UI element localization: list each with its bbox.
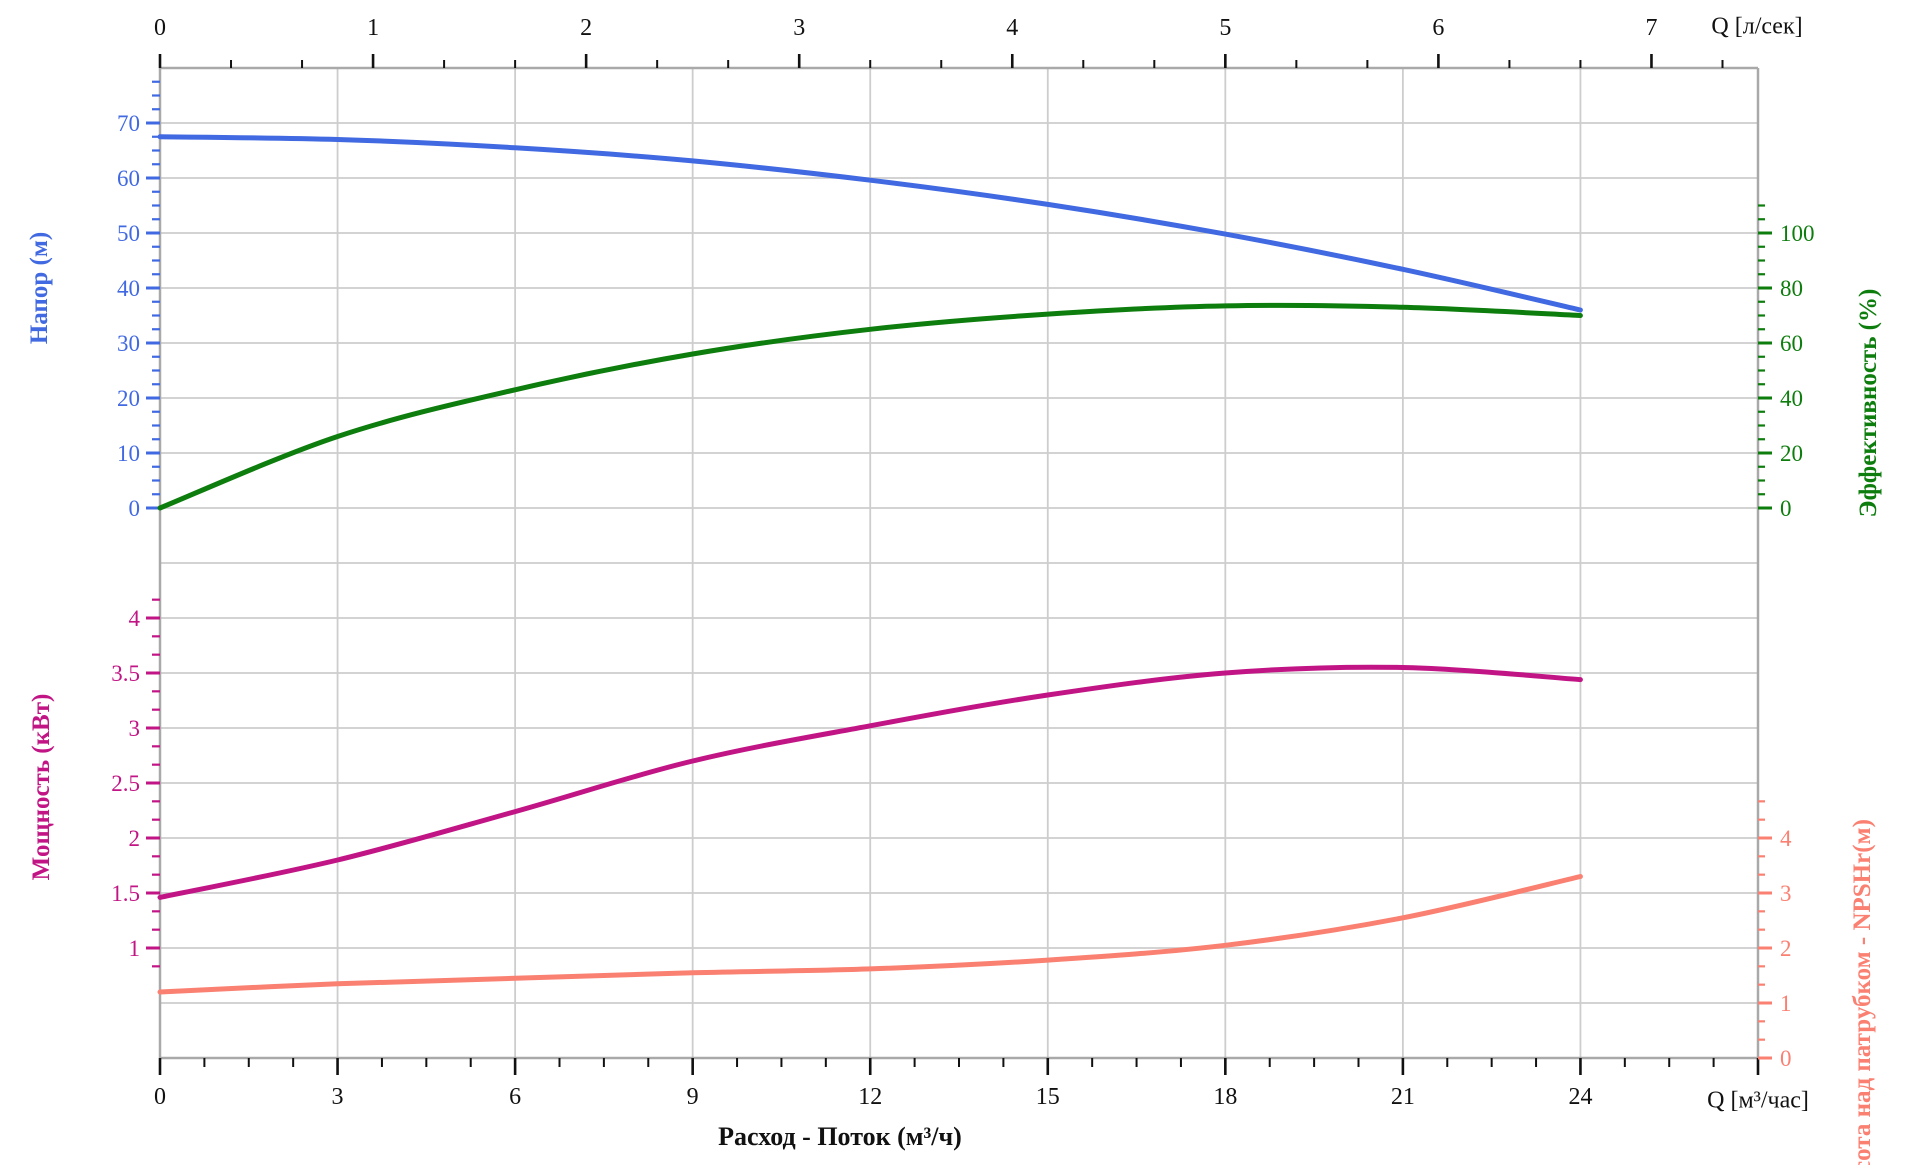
grid [160,68,1758,1058]
top-axis-tick-label: 6 [1432,15,1444,41]
power-axis-title: Мощность (кВт) [28,693,55,881]
efficiency-curve [157,302,1583,511]
power-axis-tick-label: 3 [129,716,141,741]
head-curve [157,134,1583,313]
npshr-axis-tick-label: 3 [1780,881,1792,906]
top-axis: 0 1 2 3 4 5 6 7 [154,15,1724,68]
bottom-axis-unit-label: Q [м³/час] [1707,1087,1809,1114]
power-axis-tick-label: 2.5 [111,771,140,796]
power-axis-tick-label: 1 [129,936,141,961]
power-axis-tick-label: 3.5 [111,661,140,686]
efficiency-axis-tick-label: 100 [1780,221,1815,246]
efficiency-axis-title: Эффективность (%) [1855,288,1882,518]
bottom-axis-tick-label: 18 [1213,1084,1237,1110]
top-axis-tick-label: 2 [580,15,592,41]
bottom-axis-tick-label: 15 [1036,1084,1060,1110]
efficiency-axis-tick-label: 60 [1780,331,1803,356]
head-axis: 0 10 20 30 40 50 60 70 [117,80,160,521]
efficiency-axis-tick-label: 0 [1780,496,1792,521]
bottom-axis: 0 3 6 9 12 15 18 21 24 [154,1058,1760,1110]
npshr-axis-title: сота над патрубком - NPSHr(м) [1849,819,1876,1165]
top-axis-tick-label: 5 [1219,15,1231,41]
bottom-axis-tick-label: 21 [1391,1084,1415,1110]
bottom-axis-tick-label: 0 [154,1084,166,1110]
bottom-axis-tick-label: 3 [332,1084,344,1110]
head-axis-title: Напор (м) [26,231,53,345]
head-axis-tick-label: 50 [117,221,140,246]
top-axis-tick-label: 3 [793,15,805,41]
power-axis-tick-label: 1.5 [111,881,140,906]
power-curve [157,664,1583,900]
efficiency-axis-tick-label: 20 [1780,441,1803,466]
head-axis-tick-label: 70 [117,111,140,136]
top-axis-tick-label: 4 [1006,15,1018,41]
bottom-axis-tick-label: 24 [1568,1084,1592,1110]
top-axis-tick-label: 7 [1645,15,1657,41]
head-axis-tick-label: 60 [117,166,140,191]
efficiency-axis: 0 20 40 60 80 100 [1758,204,1815,521]
efficiency-axis-tick-label: 80 [1780,276,1803,301]
power-axis: 1 1.5 2 2.5 3 3.5 4 [111,598,160,968]
power-axis-tick-label: 4 [129,606,141,631]
head-axis-tick-label: 40 [117,276,140,301]
head-axis-tick-label: 10 [117,441,140,466]
top-axis-tick-label: 0 [154,15,166,41]
x-axis-title: Расход - Поток (м³/ч) [718,1122,962,1151]
head-axis-tick-label: 20 [117,386,140,411]
npshr-axis-tick-label: 2 [1780,936,1792,961]
npshr-axis-tick-label: 4 [1780,826,1792,851]
npshr-axis-tick-label: 1 [1780,991,1792,1016]
efficiency-axis-tick-label: 40 [1780,386,1803,411]
bottom-axis-tick-label: 12 [858,1084,882,1110]
bottom-axis-tick-label: 6 [509,1084,521,1110]
npshr-axis: 0 1 2 3 4 [1758,800,1792,1071]
power-axis-tick-label: 2 [129,826,141,851]
top-axis-unit-label: Q [л/сек] [1711,13,1803,40]
head-axis-tick-label: 30 [117,331,140,356]
bottom-axis-tick-label: 9 [687,1084,699,1110]
npshr-curve [157,874,1583,995]
npshr-axis-tick-label: 0 [1780,1046,1792,1071]
head-axis-tick-label: 0 [129,496,141,521]
curves [157,134,1583,995]
top-axis-tick-label: 1 [367,15,379,41]
